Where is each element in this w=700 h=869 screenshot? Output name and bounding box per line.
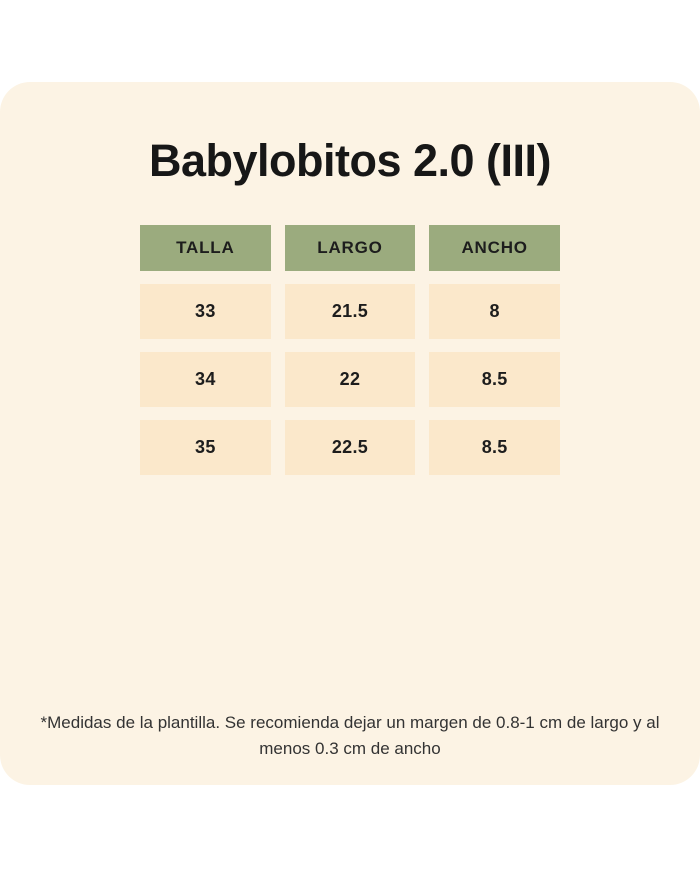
table-cell-ancho-row3: 8.5 [429,420,560,475]
table-cell-talla-row3: 35 [140,420,271,475]
table-cell-talla-row2: 34 [140,352,271,407]
table-cell-ancho-row1: 8 [429,284,560,339]
table-cell-largo-row1: 21.5 [284,284,416,339]
size-table: TALLA LARGO ANCHO 33 21.5 8 34 22 8.5 35… [140,225,560,475]
measurement-footnote: *Medidas de la plantilla. Se recomienda … [40,713,660,758]
size-chart-card: Babylobitos 2.0 (III) TALLA LARGO ANCHO … [0,82,700,785]
table-cell-largo-row2: 22 [284,352,416,407]
column-header-ancho: ANCHO [429,225,560,271]
column-header-largo: LARGO [284,225,416,271]
table-cell-largo-row3: 22.5 [284,420,416,475]
table-cell-ancho-row2: 8.5 [429,352,560,407]
table-cell-talla-row1: 33 [140,284,271,339]
page-title: Babylobitos 2.0 (III) [148,135,552,186]
column-header-talla: TALLA [140,225,271,271]
